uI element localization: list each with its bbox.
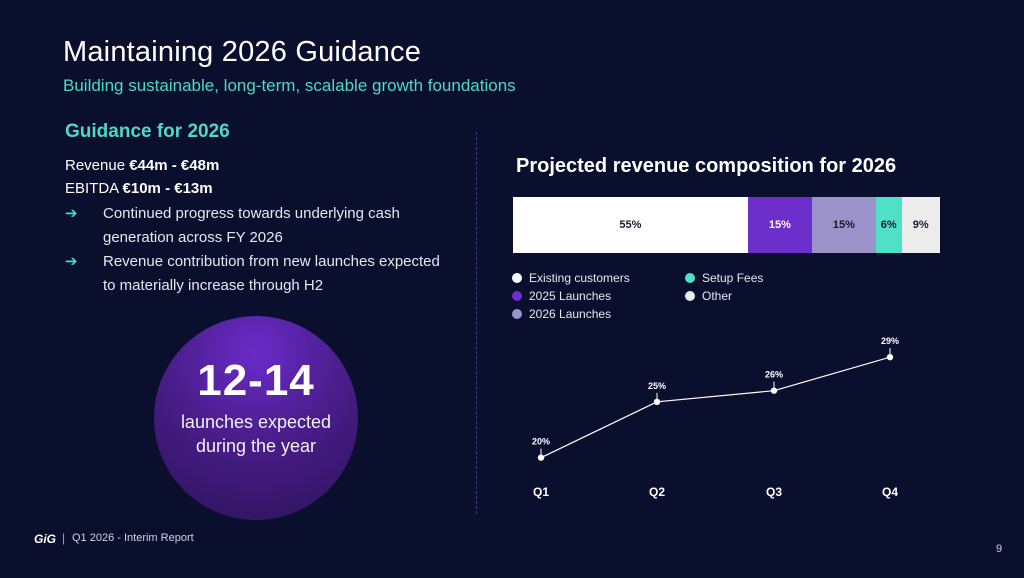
- legend-label: Existing customers: [529, 271, 630, 285]
- arrow-right-icon: ➔: [65, 205, 78, 222]
- legend-label: 2026 Launches: [529, 307, 612, 321]
- revenue-value: €44m - €48m: [129, 157, 220, 174]
- x-tick-label-q3: Q3: [766, 485, 782, 499]
- segment-other: 9%: [901, 197, 940, 253]
- data-point-q2: [653, 398, 661, 406]
- chart-title: Projected revenue composition for 2026: [516, 155, 897, 177]
- quarterly-line-chart: 20% Q1 25% Q2 26% Q3 29% Q4: [532, 336, 899, 499]
- segment-setup-fees: 6%: [875, 197, 902, 253]
- data-point-q4: [886, 353, 894, 361]
- x-tick-label-q1: Q1: [533, 485, 549, 499]
- revenue-label: Revenue: [65, 157, 126, 174]
- slide-subtitle: Building sustainable, long-term, scalabl…: [63, 76, 516, 95]
- revenue-guidance: Revenue €44m - €48m: [65, 157, 219, 174]
- page-number: 9: [996, 543, 1003, 555]
- guidance-heading: Guidance for 2026: [65, 121, 230, 142]
- x-tick-label-q4: Q4: [882, 485, 898, 499]
- ebitda-value: €10m - €13m: [122, 180, 213, 197]
- arrow-right-icon: ➔: [65, 253, 78, 270]
- data-label-q3: 26%: [765, 370, 783, 380]
- legend-dot: [685, 273, 695, 283]
- data-point-q1: [537, 454, 545, 461]
- launches-count: 12-14: [197, 356, 315, 405]
- legend-other: Other: [685, 289, 732, 303]
- series-line: [540, 356, 891, 459]
- launches-caption: launches expected during the year: [180, 412, 332, 456]
- legend-label: Setup Fees: [702, 271, 764, 285]
- slide-title: Maintaining 2026 Guidance: [63, 36, 422, 68]
- company-logo: GiG: [34, 532, 57, 546]
- revenue-composition-bar: 55% 15% 15% 6% 9%: [513, 197, 940, 253]
- segment-existing-customers: 55%: [513, 197, 748, 253]
- data-label-q1: 20%: [532, 437, 550, 447]
- legend-2025-launches: 2025 Launches: [512, 289, 611, 303]
- legend-label: Other: [702, 289, 733, 303]
- segment-2025-launches: 15%: [747, 197, 812, 253]
- bullet-text: Revenue contribution from new launches e…: [103, 253, 440, 294]
- legend-dot: [512, 291, 522, 301]
- legend-2026-launches: 2026 Launches: [512, 307, 611, 321]
- legend-existing-customers: Existing customers: [512, 271, 630, 285]
- footer-separator: |: [62, 531, 66, 545]
- x-tick-label-q2: Q2: [649, 485, 665, 499]
- column-divider: [476, 132, 477, 514]
- ebitda-label: EBITDA: [65, 180, 119, 197]
- bullet-text: Continued progress towards underlying ca…: [103, 205, 400, 246]
- legend-label: 2025 Launches: [529, 289, 612, 303]
- data-label-q4: 29%: [881, 336, 899, 346]
- segment-2026-launches: 15%: [811, 197, 876, 253]
- legend-dot: [512, 273, 522, 283]
- data-point-q3: [770, 387, 778, 394]
- legend-setup-fees: Setup Fees: [685, 271, 763, 285]
- legend-dot: [512, 309, 522, 319]
- launches-highlight-circle: 12-14 launches expected during the year: [154, 316, 358, 520]
- ebitda-guidance: EBITDA €10m - €13m: [65, 180, 213, 197]
- guidance-bullet-2: ➔ Revenue contribution from new launches…: [65, 250, 455, 298]
- guidance-bullet-1: ➔ Continued progress towards underlying …: [65, 202, 455, 250]
- footer-report-name: Q1 2026 - Interim Report: [72, 532, 194, 544]
- data-label-q2: 25%: [648, 381, 666, 391]
- legend-dot: [685, 291, 695, 301]
